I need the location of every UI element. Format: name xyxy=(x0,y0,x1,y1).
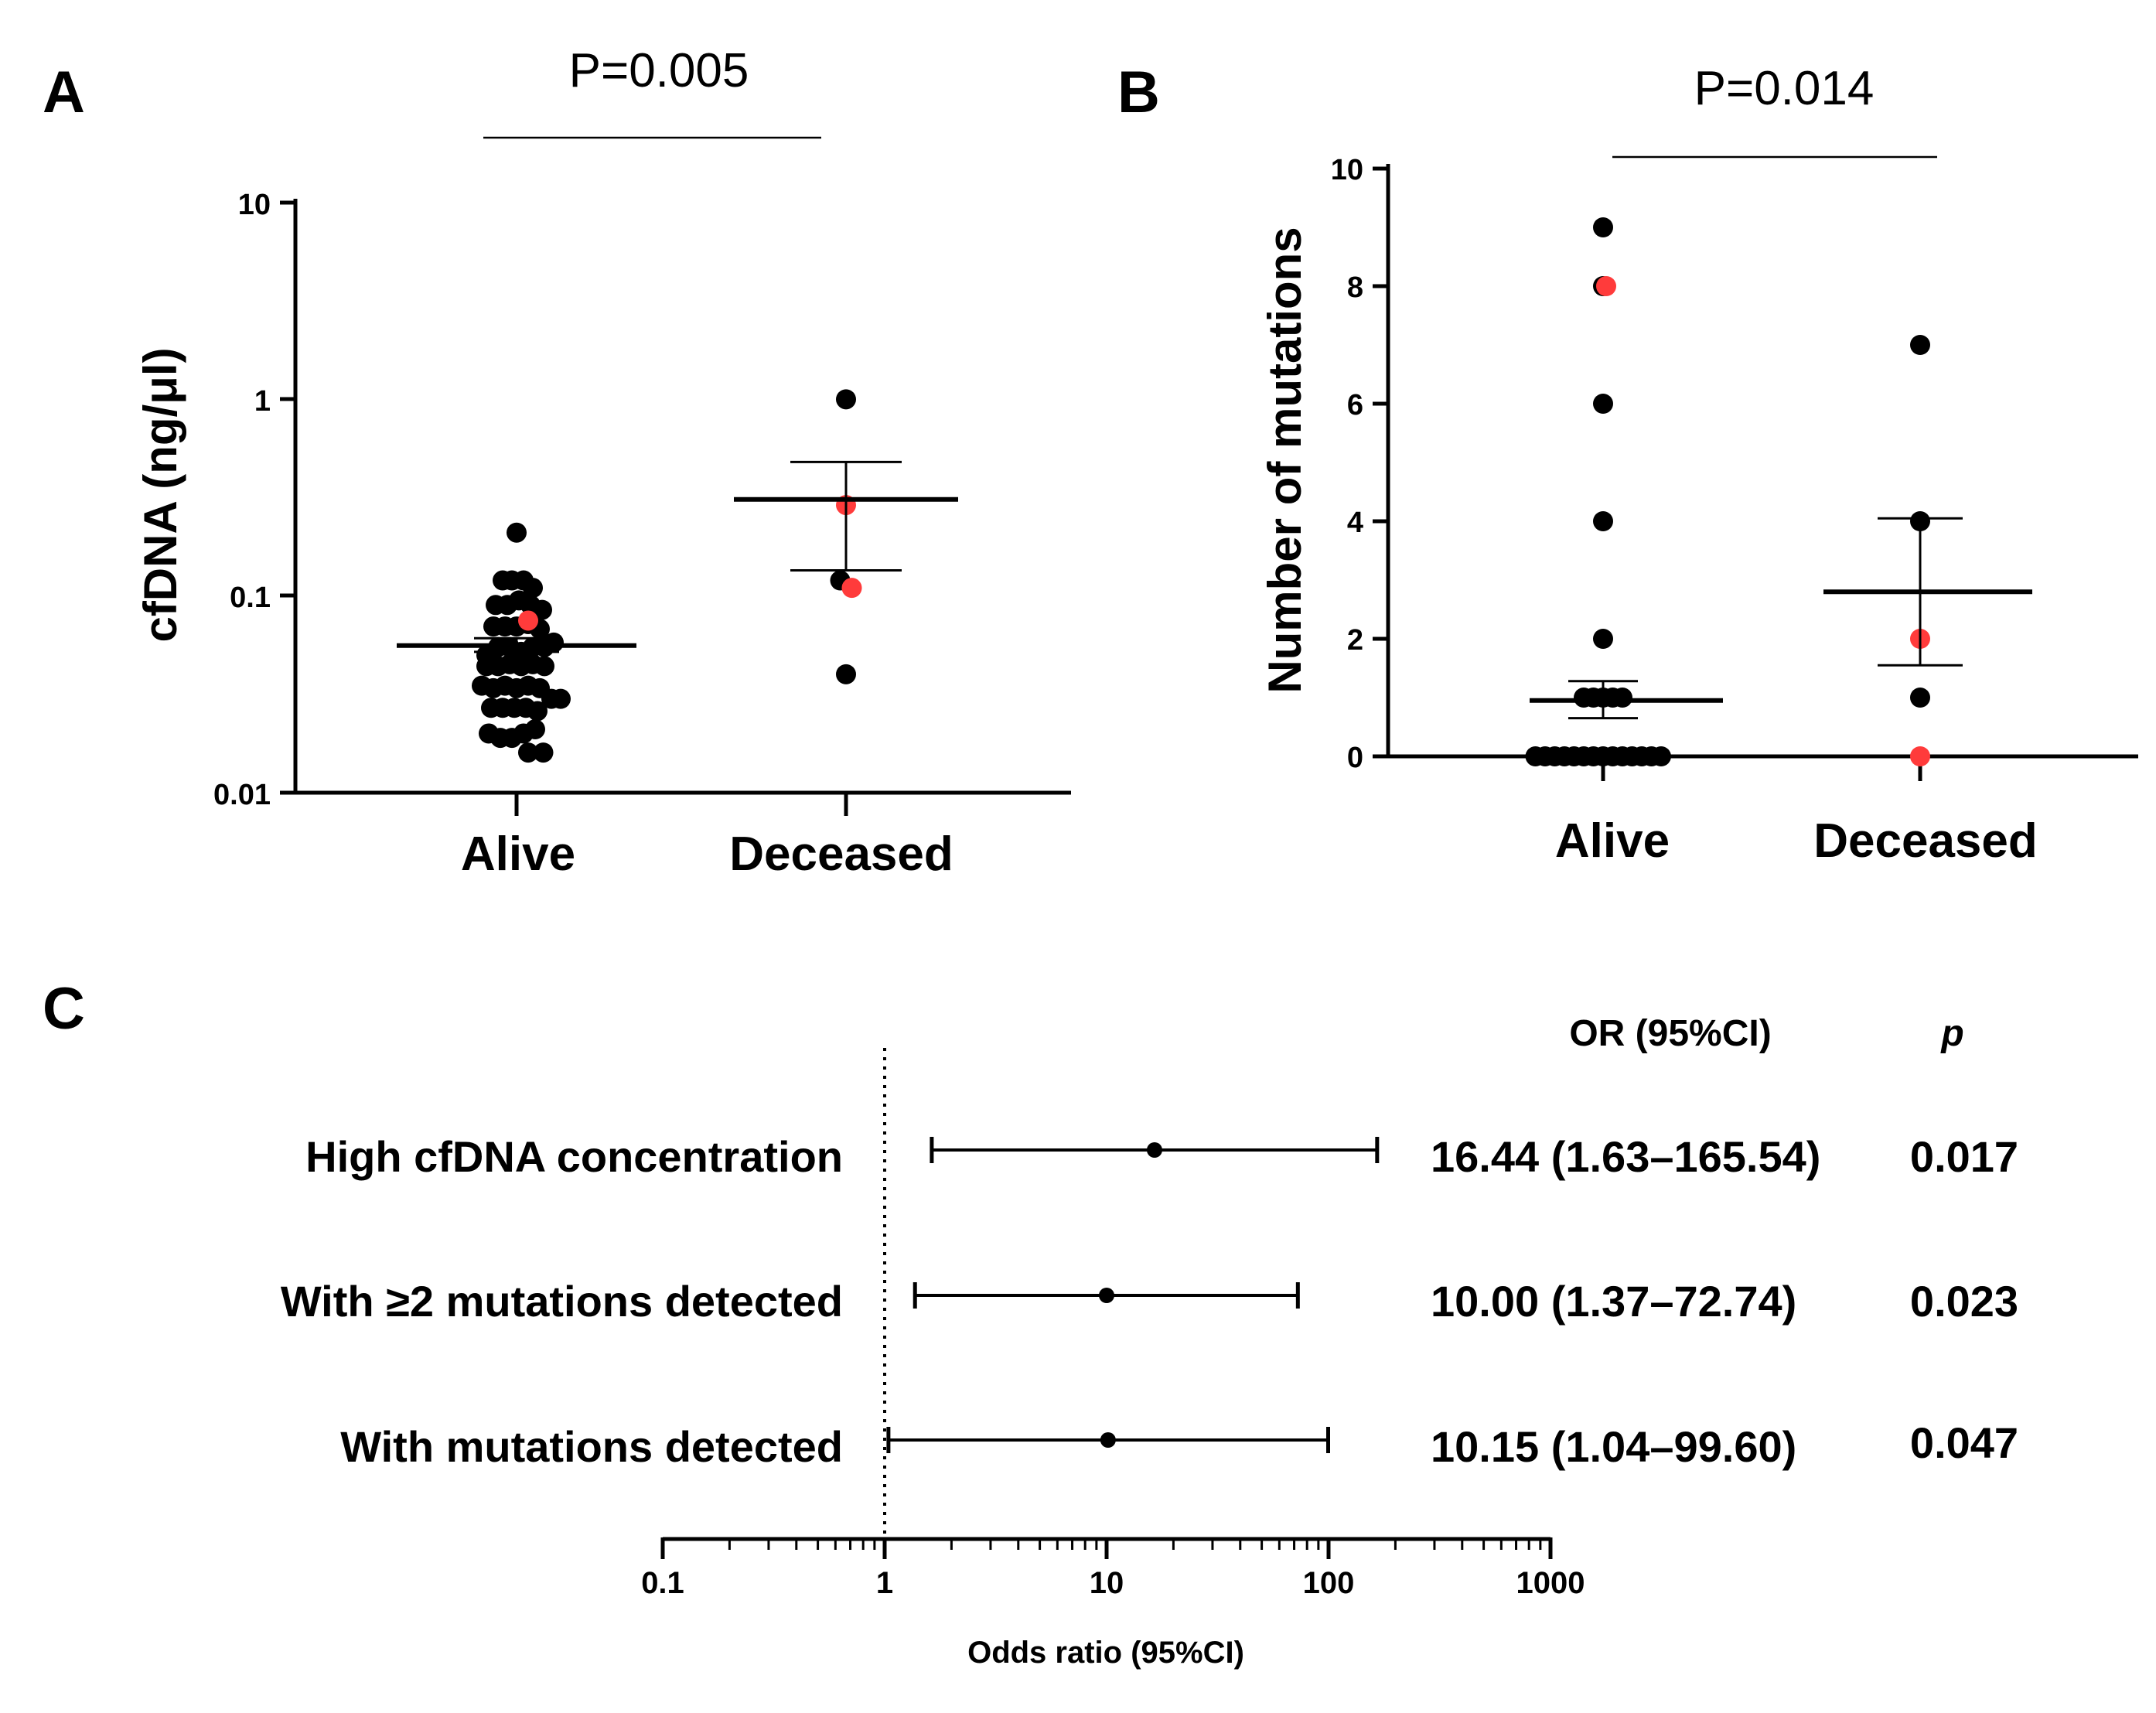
panel-b: B P=0.014 0 2 4 6 8 10 Number of mutations Al… xyxy=(1117,60,2138,868)
panel-b-category-deceased: Deceased xyxy=(1813,814,2038,868)
odds-ratio-point xyxy=(1099,1288,1114,1303)
panel-a-category-alive: Alive xyxy=(461,827,575,881)
panel-c-or-value: 10.15 (1.04–99.60) xyxy=(1431,1422,1796,1471)
panel-c-xtick-label: 0.1 xyxy=(641,1566,684,1600)
data-point xyxy=(518,742,538,763)
odds-ratio-point xyxy=(1146,1142,1162,1158)
panel-c-or-header: OR (95%CI) xyxy=(1569,1013,1771,1054)
panel-b-ytick-label: 8 xyxy=(1347,271,1363,304)
data-point xyxy=(1593,217,1613,237)
panel-c-xtick-label: 10 xyxy=(1090,1566,1124,1600)
panel-c-x-label: Odds ratio (95%CI) xyxy=(967,1636,1244,1670)
panel-a-ytick-label: 0.1 xyxy=(230,582,271,614)
panel-b-ytick-label: 4 xyxy=(1347,507,1363,539)
panel-b-yticks: 0 2 4 6 8 10 xyxy=(1331,154,1388,774)
panel-a: A P=0.005 10 1 0.1 0.01 cfDNA (ng/μl) Al… xyxy=(43,44,1071,881)
data-point xyxy=(1593,394,1613,414)
data-point-highlight xyxy=(518,610,538,631)
data-point xyxy=(525,719,545,740)
panel-a-y-label: cfDNA (ng/μl) xyxy=(135,347,186,642)
data-point xyxy=(534,656,554,677)
data-point xyxy=(523,578,543,599)
panel-b-marks xyxy=(1525,217,2032,766)
data-point xyxy=(836,664,856,684)
data-point xyxy=(1910,335,1930,355)
panel-b-ytick-label: 6 xyxy=(1347,389,1363,421)
data-point-highlight xyxy=(841,578,862,599)
panel-c-xtick-label: 1 xyxy=(876,1566,893,1600)
panel-b-ytick-label: 0 xyxy=(1347,742,1363,774)
panel-c-or-value: 16.44 (1.63–165.54) xyxy=(1431,1132,1820,1181)
panel-a-ytick-label: 1 xyxy=(254,385,271,418)
odds-ratio-point xyxy=(1100,1432,1116,1448)
panel-c-xtick-label: 100 xyxy=(1303,1566,1355,1600)
panel-c: C OR (95%CI) p High cfDNA concentration … xyxy=(43,976,2018,1670)
data-point xyxy=(1910,688,1930,708)
data-point-highlight xyxy=(1910,746,1930,766)
panel-c-p-value: 0.047 xyxy=(1910,1418,2018,1467)
panel-b-ytick-label: 10 xyxy=(1331,154,1363,186)
panel-c-p-value: 0.017 xyxy=(1910,1132,2018,1181)
panel-c-row-label: High cfDNA concentration xyxy=(305,1132,843,1181)
panel-a-ytick-label: 10 xyxy=(238,189,271,221)
panel-c-row-label: With mutations detected xyxy=(340,1422,843,1471)
panel-c-or-value: 10.00 (1.37–72.74) xyxy=(1431,1277,1796,1326)
data-point xyxy=(527,701,548,722)
panel-c-marks: 0.1 1 10 100 1000 xyxy=(641,1048,1585,1600)
panel-c-letter: C xyxy=(43,976,85,1042)
panel-c-p-header: p xyxy=(1939,1013,1963,1054)
panel-c-xtick-label: 1000 xyxy=(1516,1566,1585,1600)
data-point xyxy=(1593,629,1613,649)
panel-b-y-label: Number of mutations xyxy=(1259,227,1311,693)
data-point xyxy=(544,632,564,653)
data-point-highlight xyxy=(1596,276,1616,296)
panel-b-p-value: P=0.014 xyxy=(1694,62,1875,115)
data-point xyxy=(532,599,552,620)
data-point xyxy=(1612,688,1632,708)
panel-b-category-alive: Alive xyxy=(1555,814,1670,868)
data-point xyxy=(1651,746,1671,766)
data-point xyxy=(533,742,554,763)
panel-b-ytick-label: 2 xyxy=(1347,624,1363,657)
panel-a-category-deceased: Deceased xyxy=(729,827,953,881)
data-point xyxy=(836,389,856,410)
panel-a-marks xyxy=(397,389,958,763)
panel-a-ytick-label: 0.01 xyxy=(213,779,271,811)
data-point xyxy=(551,688,571,709)
panel-a-p-value: P=0.005 xyxy=(569,44,749,97)
panel-c-p-value: 0.023 xyxy=(1910,1277,2018,1326)
data-point xyxy=(1593,511,1613,531)
panel-b-letter: B xyxy=(1117,60,1160,125)
data-point xyxy=(507,522,527,543)
panel-a-letter: A xyxy=(43,60,85,125)
panel-c-row-label: With ≥2 mutations detected xyxy=(281,1277,843,1326)
